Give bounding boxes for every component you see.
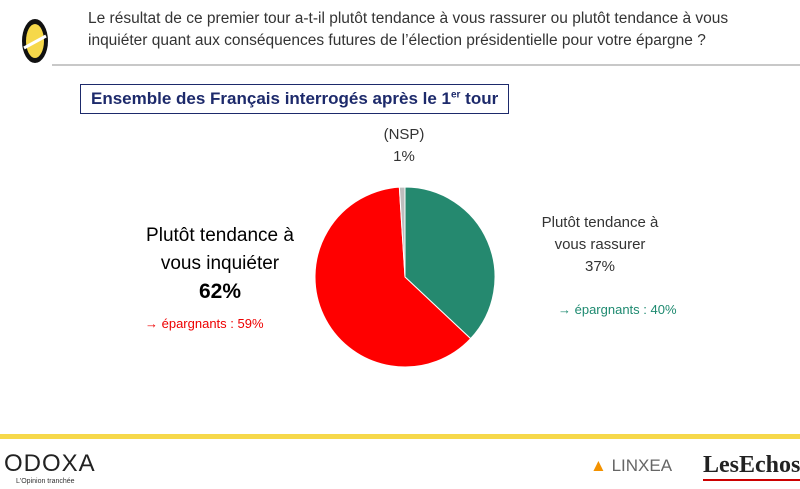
nsp-name: (NSP)	[383, 126, 425, 143]
rassurer-epargnants: → épargnants : 40%	[558, 302, 677, 317]
rassurer-name: Plutôt tendance à vous rassurer	[541, 214, 659, 253]
odoxa-emblem-icon	[22, 19, 48, 63]
rassurer-label: Plutôt tendance à vous rassurer 37%	[530, 212, 670, 278]
pie-chart	[314, 186, 496, 368]
linxea-logo: ▲ LINXEA	[590, 456, 672, 476]
slice-rassurer	[404, 186, 496, 340]
inquieter-name: Plutôt tendance à vous inquiéter	[146, 225, 294, 274]
linxea-flame-icon: ▲	[590, 456, 607, 475]
odoxa-logo: ODOXA	[4, 450, 96, 477]
subtitle-text: Ensemble des Français interrogés après l…	[91, 89, 451, 108]
inquieter-epargnants: → épargnants : 59%	[145, 316, 264, 331]
nsp-value: 1%	[393, 148, 415, 165]
rassurer-value: 37%	[584, 258, 616, 275]
subtitle-sup: er	[451, 89, 461, 101]
subtitle-box: Ensemble des Français interrogés après l…	[80, 84, 510, 114]
footer-bar	[0, 434, 800, 439]
inquieter-value: 62%	[198, 280, 242, 303]
slice-inquieter	[314, 186, 472, 368]
inquieter-label: Plutôt tendance à vous inquiéter 62%	[120, 222, 320, 306]
lesechos-logo: LesEchos	[703, 452, 800, 481]
question-text: Le résultat de ce premier tour a-t-il pl…	[88, 10, 729, 49]
linxea-text: LINXEA	[611, 456, 673, 475]
slice-nsp	[398, 186, 406, 278]
subtitle-end: tour	[460, 89, 499, 108]
odoxa-tagline: L'Opinion tranchée	[16, 478, 75, 485]
header-divider	[52, 64, 800, 66]
nsp-label: (NSP) 1%	[364, 124, 444, 168]
